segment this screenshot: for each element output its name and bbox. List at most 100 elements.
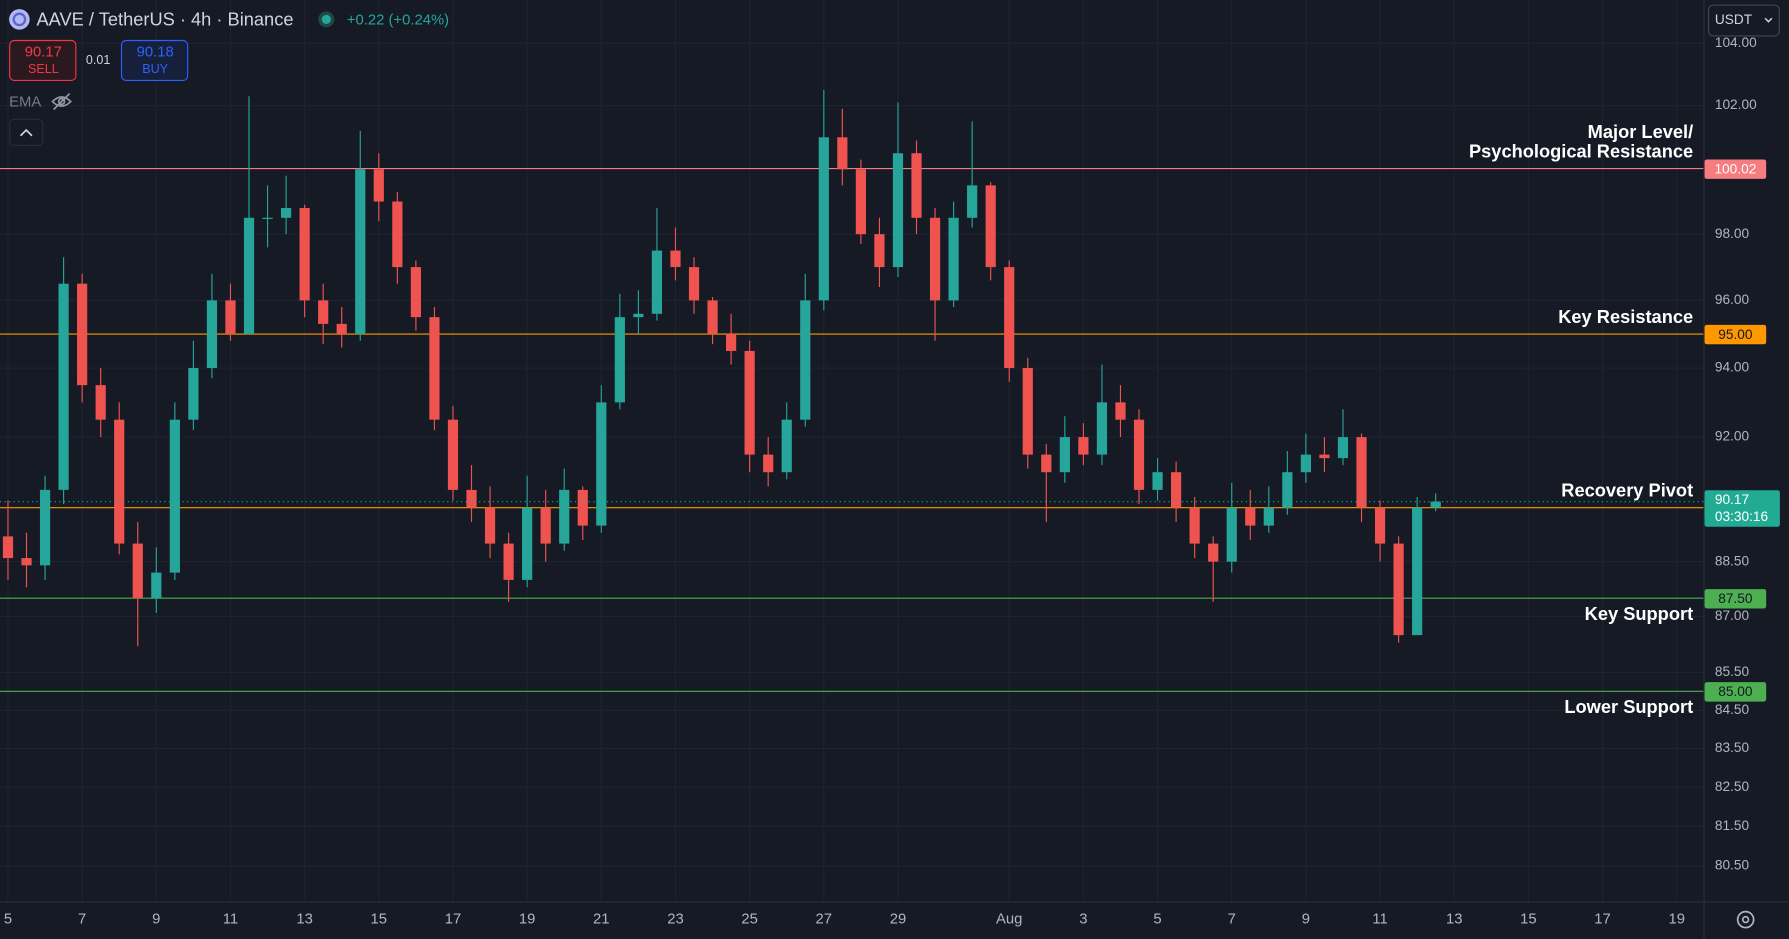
axes: 104.00 102.00 98.00 96.00 94.00 92.00 88.50 87.… — [0, 35, 1780, 928]
candle-body — [1337, 437, 1349, 459]
candle-body — [1263, 507, 1274, 526]
candle-body — [763, 454, 774, 473]
candle-body — [503, 543, 514, 580]
x-tick-label: 27 — [816, 912, 833, 928]
candle-body — [948, 217, 959, 301]
candle-body — [373, 169, 384, 202]
candle-body — [1300, 454, 1311, 473]
y-tick-label: 104.00 — [1715, 35, 1757, 50]
spread: 0.01 — [86, 53, 110, 67]
y-tick-label: 85.50 — [1715, 664, 1750, 679]
countdown: 03:30:16 — [1715, 509, 1769, 524]
level-badge — [1704, 159, 1767, 179]
candle-body — [1022, 368, 1033, 455]
level-label: Psychological Resistance — [1469, 140, 1693, 161]
sell-label: SELL — [28, 62, 59, 76]
collapse-button[interactable] — [9, 118, 44, 147]
x-tick-label: 3 — [1079, 912, 1087, 928]
x-tick-label: 17 — [1594, 912, 1611, 928]
price-axis — [1703, 0, 1789, 939]
candle-body — [336, 323, 347, 335]
level-label: Key Resistance — [1558, 306, 1693, 327]
level-label: Key Support — [1585, 603, 1694, 624]
candle-body — [596, 402, 607, 526]
time-axis — [0, 902, 1704, 939]
y-tick-label: 81.50 — [1715, 818, 1750, 833]
candle-body — [299, 208, 310, 301]
x-tick-label: 17 — [445, 912, 462, 928]
candle-body — [318, 300, 329, 324]
symbol-icon — [9, 9, 30, 30]
last-price-badge — [1704, 490, 1780, 527]
candle-body — [429, 317, 440, 420]
candle-body — [892, 153, 904, 268]
symbol-title[interactable]: AAVE / TetherUS · 4h · Binance — [37, 8, 294, 29]
price-change: +0.22 (+0.24%) — [347, 12, 449, 28]
candle-body — [114, 419, 125, 544]
x-tick-label: 9 — [152, 912, 160, 928]
candle-body — [21, 558, 32, 566]
y-tick-label: 96.00 — [1715, 292, 1750, 307]
x-tick-label: 19 — [519, 912, 536, 928]
y-tick-label: 98.00 — [1715, 226, 1750, 241]
x-tick-label: 23 — [667, 912, 684, 928]
level-value: 95.00 — [1718, 327, 1753, 342]
hide-icon[interactable] — [51, 92, 72, 111]
x-tick-label: 13 — [1446, 912, 1463, 928]
candle-body — [392, 201, 403, 268]
candle-body — [522, 507, 533, 580]
level-badge — [1704, 682, 1767, 702]
candle-body — [1133, 419, 1145, 490]
candle-body — [781, 419, 792, 473]
candle-body — [1096, 402, 1108, 455]
candle-body — [1245, 507, 1256, 526]
candle-body — [929, 217, 941, 301]
currency-caret — [1764, 17, 1773, 23]
x-tick-label: 5 — [1153, 912, 1161, 928]
candle-body — [132, 543, 143, 599]
candle-body — [1430, 501, 1441, 508]
candle-body — [1374, 507, 1386, 544]
x-tick-label: 29 — [890, 912, 907, 928]
candle-body — [39, 489, 51, 566]
buy-label: BUY — [142, 62, 168, 76]
sell-button[interactable] — [9, 39, 77, 82]
candle-body — [1208, 543, 1219, 562]
candle-body — [1171, 472, 1182, 508]
candle-body — [77, 283, 88, 386]
symbol-icon-ring — [12, 12, 27, 27]
candle-body — [577, 489, 588, 526]
candle-body — [744, 350, 755, 455]
candle-body — [58, 283, 69, 490]
status-dot — [321, 14, 331, 24]
candle-body — [837, 137, 848, 170]
candle-body — [484, 507, 496, 544]
level-value: 85.00 — [1718, 684, 1753, 699]
candle-body — [1189, 507, 1200, 544]
candle-body — [800, 300, 811, 420]
y-tick-label: 88.50 — [1715, 553, 1750, 568]
x-tick-label: 25 — [741, 912, 758, 928]
last-price: 90.17 — [1715, 492, 1749, 507]
candle-body — [1282, 472, 1293, 508]
candle-body — [1319, 454, 1330, 459]
settings-icon[interactable] — [1736, 910, 1755, 929]
candle-body — [1115, 402, 1126, 420]
candle-body — [95, 385, 106, 420]
candle-body — [1078, 437, 1089, 455]
candle-body — [262, 217, 273, 219]
x-tick-label: 21 — [593, 912, 610, 928]
level-badge — [1704, 589, 1767, 609]
y-tick-label: 84.50 — [1715, 702, 1750, 717]
currency-select[interactable] — [1707, 4, 1780, 37]
x-tick-label: 15 — [1520, 912, 1537, 928]
buy-button[interactable] — [120, 39, 189, 82]
candle-body — [1226, 507, 1237, 562]
indicator-name[interactable]: EMA — [9, 95, 41, 111]
candle-body — [169, 419, 180, 573]
currency: USDT — [1715, 12, 1753, 27]
candle-body — [447, 419, 459, 490]
candle-body — [911, 153, 922, 218]
